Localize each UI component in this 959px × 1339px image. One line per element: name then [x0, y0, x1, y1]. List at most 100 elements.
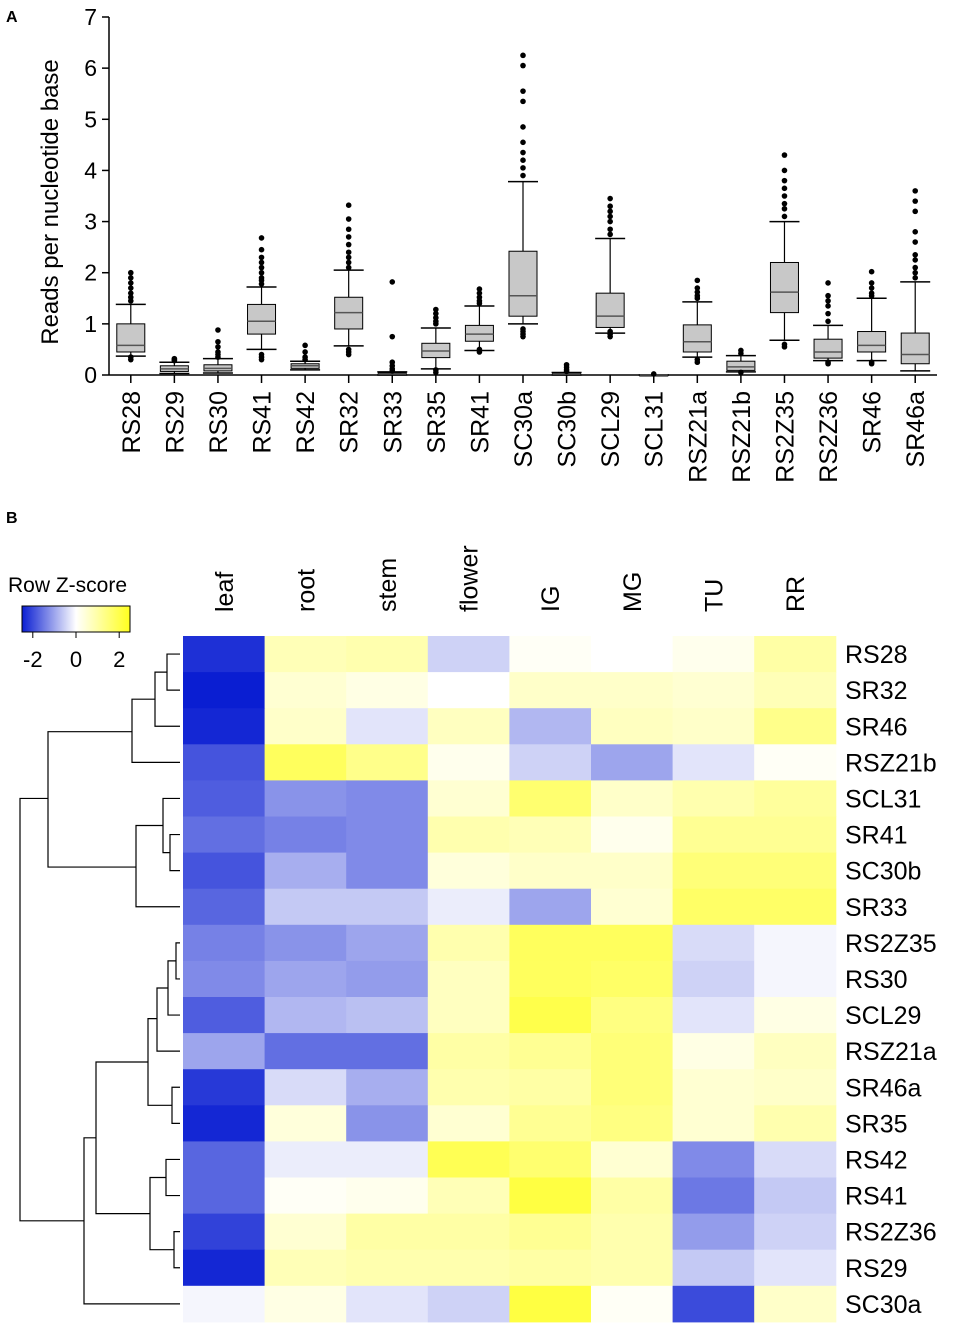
heatmap-cell	[346, 708, 429, 745]
heatmap-cell	[672, 744, 755, 781]
heatmap-cell	[264, 780, 347, 817]
row-label: RSZ21b	[845, 749, 937, 777]
heatmap-cell	[427, 672, 510, 709]
heatmap-cell	[754, 780, 837, 817]
outlier-point	[781, 205, 788, 212]
outlier-point	[868, 285, 875, 291]
heatmap-cell	[509, 960, 592, 998]
heatmap-cell	[754, 924, 837, 962]
heatmap-cell	[591, 1141, 674, 1178]
heatmap-cell	[754, 1105, 837, 1142]
heatmap-cell	[672, 708, 755, 745]
outlier-point	[607, 231, 613, 238]
outlier-point	[433, 369, 439, 376]
outlier-point	[694, 359, 701, 366]
heatmap-cell	[427, 636, 510, 673]
outlier-point	[127, 269, 134, 276]
heatmap-cell	[264, 672, 347, 709]
row-label: RS2Z36	[845, 1219, 937, 1247]
heatmap-cell	[183, 708, 266, 745]
outlier-point	[912, 198, 919, 204]
heatmap-cell	[427, 1177, 510, 1215]
outlier-point	[127, 285, 134, 291]
heatmap-cell	[427, 744, 510, 781]
heatmap-cell	[509, 816, 592, 854]
heatmap-cell	[591, 1249, 674, 1287]
outlier-point	[215, 327, 221, 333]
heatmap-cell	[591, 744, 674, 781]
outlier-point	[258, 246, 265, 253]
heatmap-cell	[183, 816, 266, 854]
outlier-point	[781, 341, 788, 348]
row-label: RSZ21a	[845, 1038, 937, 1066]
heatmap-cell	[346, 1069, 429, 1106]
heatmap-cell	[346, 1141, 429, 1178]
heatmap: RS28 SR32 SR46 RSZ21b SCL31 SR41 SC30b SR33 RS2Z…	[183, 545, 937, 1323]
row-label: SCL31	[845, 785, 921, 813]
outlier-point	[607, 203, 613, 210]
outlier-point	[912, 239, 919, 245]
dendrogram-branch	[166, 653, 180, 691]
y-tick-label: 5	[84, 106, 97, 132]
color-scale-tick-label: 2	[113, 647, 125, 672]
heatmap-cell	[591, 1105, 674, 1142]
outlier-point	[694, 285, 701, 291]
dendrogram-branch	[149, 1176, 174, 1251]
column-label: TU	[700, 579, 728, 612]
outlier-point	[476, 294, 483, 301]
heatmap-cell	[672, 1177, 755, 1215]
heatmap-cell	[754, 1069, 837, 1106]
heatmap-cell	[754, 636, 837, 673]
row-label: SR35	[845, 1110, 908, 1138]
outlier-point	[694, 277, 701, 284]
outlier-point	[694, 289, 701, 295]
heatmap-cell	[754, 888, 837, 926]
outlier-point	[476, 286, 483, 292]
outlier-point	[825, 303, 831, 309]
outlier-point	[476, 346, 483, 353]
heatmap-cell	[427, 1141, 510, 1178]
heatmap-cell	[509, 888, 592, 926]
outlier-point	[868, 280, 875, 286]
outlier-point	[563, 361, 570, 368]
heatmap-cell	[672, 636, 755, 673]
heatmap-cell	[264, 816, 347, 854]
outlier-point	[520, 124, 526, 130]
heatmap-cell	[264, 1141, 347, 1178]
outlier-point	[825, 318, 831, 325]
outlier-point	[302, 354, 308, 360]
row-label: RS30	[845, 966, 908, 994]
outlier-point	[825, 298, 831, 304]
row-label: SR32	[845, 677, 908, 705]
heatmap-cell	[509, 997, 592, 1034]
heatmap-cell	[591, 1033, 674, 1070]
heatmap-cell	[183, 1141, 266, 1178]
outlier-point	[520, 157, 526, 163]
x-tick-label: SR32	[336, 391, 364, 454]
outlier-point	[738, 347, 744, 354]
box-SC30a	[508, 250, 538, 317]
outlier-point	[215, 338, 221, 345]
outlier-point	[345, 264, 352, 271]
x-tick-label: SR35	[423, 391, 451, 454]
heatmap-cell	[427, 997, 510, 1034]
heatmap-cell	[427, 816, 510, 854]
outlier-point	[520, 172, 526, 179]
x-tick-label: SR33	[379, 391, 407, 454]
x-tick-label: RS30	[205, 391, 233, 454]
legend-title: Row Z-score	[8, 574, 127, 597]
heatmap-cell	[672, 960, 755, 998]
heatmap-cell	[264, 1213, 347, 1251]
y-tick-label: 7	[84, 4, 97, 30]
heatmap-cell	[183, 1213, 266, 1251]
heatmap-cell	[591, 888, 674, 926]
heatmap-cell	[183, 636, 266, 673]
outlier-point	[650, 371, 657, 377]
heatmap-cell	[183, 960, 266, 998]
heatmap-cell	[427, 1069, 510, 1106]
heatmap-cell	[346, 780, 429, 817]
heatmap-cell	[264, 1033, 347, 1070]
heatmap-cell	[672, 1105, 755, 1142]
color-scale-ticks: -2 0 2	[23, 632, 125, 672]
heatmap-cell	[754, 816, 837, 854]
